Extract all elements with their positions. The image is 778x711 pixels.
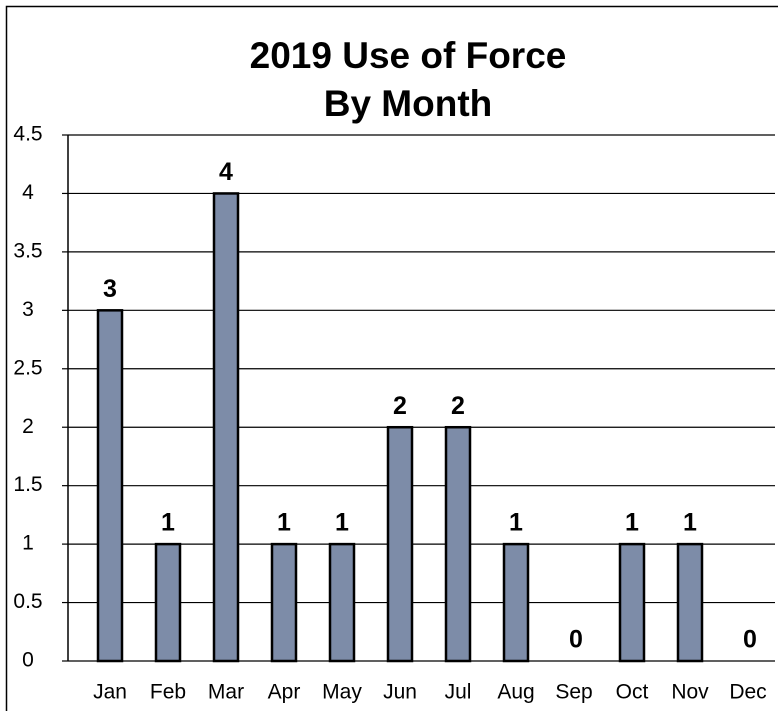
bar [502,542,530,663]
x-tick-label: Dec [729,681,766,704]
x-tick-label: May [322,681,362,704]
x-tick-label: Nov [671,681,709,704]
x-tick-label: Oct [616,681,649,704]
y-tick-label: 2 [22,415,34,438]
x-tick-label: Apr [268,681,301,704]
bar [618,542,646,663]
x-tick-label: Jul [445,681,472,704]
data-label: 0 [743,626,757,654]
x-tick-label: Sep [555,681,592,704]
y-tick-label: 2.5 [13,356,42,379]
data-label: 1 [277,509,291,537]
chart-border [5,5,778,711]
x-tick-label: Jan [93,681,127,704]
bar [270,542,298,663]
data-label: 2 [451,392,465,420]
y-tick-label: 4.5 [13,123,42,146]
y-tick-label: 3.5 [13,239,42,262]
data-label: 1 [335,509,349,537]
data-label: 2 [393,392,407,420]
x-tick-label: Jun [383,681,417,704]
data-label: 4 [219,158,233,186]
y-tick-label: 4 [22,181,34,204]
x-tick-label: Aug [497,681,534,704]
y-tick-label: 3 [22,298,34,321]
chart-title: 2019 Use of Force [250,35,567,76]
data-label: 1 [161,509,175,537]
chart-title: By Month [324,83,493,124]
y-tick-label: 1 [22,532,34,555]
data-label: 3 [103,275,117,303]
y-tick-label: 1.5 [13,473,42,496]
bar [154,542,182,663]
data-label: 1 [509,509,523,537]
bar [386,425,414,663]
y-tick-label: 0.5 [13,590,42,613]
x-tick-label: Feb [150,681,186,704]
y-tick-label: 0 [22,649,34,672]
data-label: 0 [569,626,583,654]
bar [676,542,704,663]
bar [212,192,240,663]
bar [328,542,356,663]
data-label: 1 [683,509,697,537]
data-label: 1 [625,509,639,537]
bar [96,309,124,663]
bar [444,425,472,663]
x-tick-label: Mar [208,681,244,704]
